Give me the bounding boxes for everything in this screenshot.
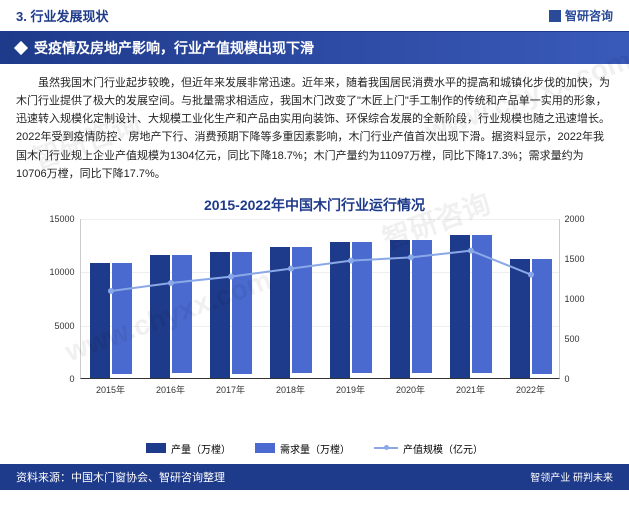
bar-production bbox=[150, 255, 170, 378]
bar-group bbox=[150, 255, 192, 378]
right-axis: 0500100015002000 bbox=[565, 219, 595, 379]
bar-demand bbox=[472, 235, 492, 374]
brand: 智研咨询 bbox=[549, 7, 613, 24]
body-paragraph: 虽然我国木门行业起步较晚，但近年来发展非常迅速。近年来，随着我国居民消费水平的提… bbox=[0, 64, 629, 189]
brand-icon bbox=[549, 10, 561, 22]
legend-line bbox=[374, 447, 398, 449]
source-label: 资料来源：中国木门窗协会、智研咨询整理 bbox=[16, 469, 225, 485]
x-label: 2020年 bbox=[381, 383, 441, 396]
bar-group bbox=[90, 263, 132, 378]
source-bar: 资料来源：中国木门窗协会、智研咨询整理 智领产业 研判未来 bbox=[0, 464, 629, 490]
right-tick: 2000 bbox=[565, 214, 595, 224]
bar-production bbox=[330, 242, 350, 377]
left-tick: 10000 bbox=[35, 267, 75, 277]
title-bar: 受疫情及房地产影响，行业产值规模出现下滑 bbox=[0, 32, 629, 64]
x-label: 2022年 bbox=[501, 383, 561, 396]
legend-swatch bbox=[255, 443, 275, 453]
legend-swatch bbox=[146, 443, 166, 453]
header: 3. 行业发展现状 智研咨询 bbox=[0, 0, 629, 32]
bar-demand bbox=[112, 263, 132, 374]
bar-demand bbox=[232, 252, 252, 374]
bar-group bbox=[390, 240, 432, 378]
bar-group bbox=[450, 235, 492, 378]
legend-item-output: 产值规模（亿元） bbox=[374, 441, 483, 456]
section-label: 3. 行业发展现状 bbox=[16, 6, 108, 25]
tagline: 智领产业 研判未来 bbox=[530, 469, 613, 484]
bar-demand bbox=[172, 255, 192, 372]
plot-area: 2015年2016年2017年2018年2019年2020年2021年2022年 bbox=[80, 219, 560, 379]
bar-production bbox=[90, 263, 110, 378]
right-tick: 500 bbox=[565, 334, 595, 344]
left-axis: 050001000015000 bbox=[35, 219, 75, 379]
legend-item-production: 产量（万樘） bbox=[146, 441, 231, 456]
bar-demand bbox=[352, 242, 372, 372]
bar-production bbox=[270, 247, 290, 378]
bar-demand bbox=[292, 247, 312, 373]
right-tick: 1000 bbox=[565, 294, 595, 304]
x-label: 2019年 bbox=[321, 383, 381, 396]
bar-production bbox=[450, 235, 470, 378]
bar-demand bbox=[532, 259, 552, 373]
bar-group bbox=[330, 242, 372, 377]
x-label: 2015年 bbox=[81, 383, 141, 396]
brand-text: 智研咨询 bbox=[565, 7, 613, 24]
page-title: 受疫情及房地产影响，行业产值规模出现下滑 bbox=[34, 38, 314, 58]
bar-production bbox=[210, 252, 230, 378]
legend-label: 产量（万樘） bbox=[171, 441, 231, 456]
bar-group bbox=[270, 247, 312, 378]
bar-demand bbox=[412, 240, 432, 372]
x-label: 2021年 bbox=[441, 383, 501, 396]
chart-title: 2015-2022年中国木门行业运行情况 bbox=[0, 195, 629, 215]
legend-label: 需求量（万樘） bbox=[280, 441, 350, 456]
right-tick: 1500 bbox=[565, 254, 595, 264]
bar-production bbox=[390, 240, 410, 378]
left-tick: 5000 bbox=[35, 321, 75, 331]
legend-label: 产值规模（亿元） bbox=[403, 441, 483, 456]
bullet-icon bbox=[14, 41, 28, 55]
bar-group bbox=[210, 252, 252, 378]
bar-production bbox=[510, 259, 530, 377]
x-label: 2016年 bbox=[141, 383, 201, 396]
x-label: 2018年 bbox=[261, 383, 321, 396]
left-tick: 15000 bbox=[35, 214, 75, 224]
left-tick: 0 bbox=[35, 374, 75, 384]
bar-group bbox=[510, 259, 552, 377]
legend: 产量（万樘） 需求量（万樘） 产值规模（亿元） bbox=[0, 441, 629, 456]
chart: 050001000015000 2015年2016年2017年2018年2019… bbox=[35, 219, 595, 419]
legend-item-demand: 需求量（万樘） bbox=[255, 441, 350, 456]
right-tick: 0 bbox=[565, 374, 595, 384]
x-label: 2017年 bbox=[201, 383, 261, 396]
